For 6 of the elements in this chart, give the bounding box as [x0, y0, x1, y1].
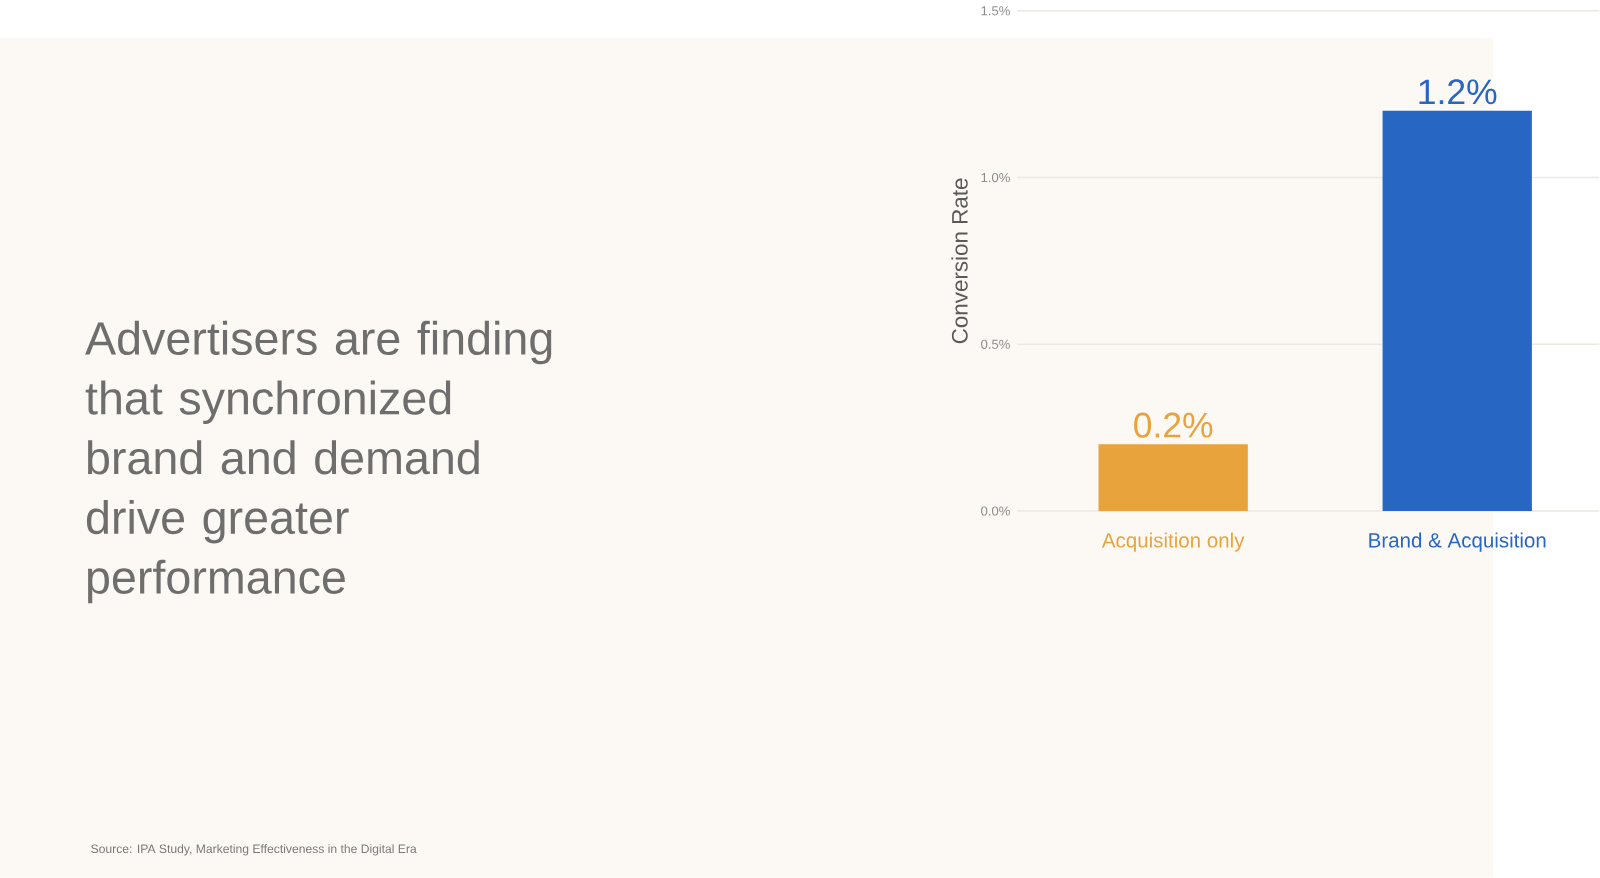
data-label: 0.2%: [1134, 412, 1213, 438]
x-tick-label: Acquisition only: [1101, 532, 1245, 552]
x-tick-label: Brand & Acquisition: [1369, 532, 1546, 552]
y-axis-title: Conversion Rate: [951, 178, 968, 344]
text: Advertisers are finding that synchronized brand and demand drive greater performance: [85, 320, 552, 604]
data-label: 1.2%: [1419, 79, 1497, 105]
